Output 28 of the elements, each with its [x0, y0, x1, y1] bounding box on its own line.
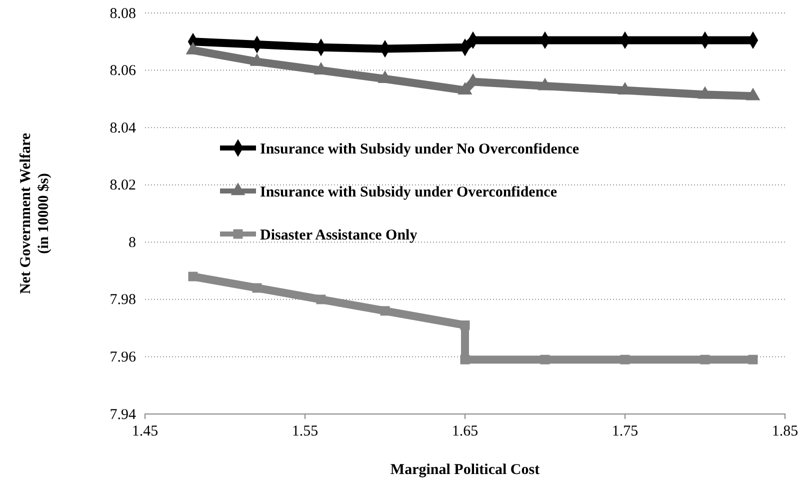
point: [188, 272, 198, 282]
point: [748, 354, 758, 364]
y-tick-label: 7.96: [110, 350, 136, 366]
y-tick-label: 7.98: [110, 292, 136, 308]
y-tick-label: 8.08: [110, 6, 136, 22]
point: [540, 354, 550, 364]
y-tick-label: 8.02: [110, 178, 136, 194]
legend-label: Disaster Assistance Only: [260, 227, 418, 244]
x-tick-label: 1.55: [292, 424, 318, 440]
y-tick-label: 8.06: [110, 63, 136, 80]
x-tick-label: 1.75: [612, 424, 638, 440]
x-tick-label: 1.45: [132, 424, 158, 440]
point: [316, 294, 326, 304]
point: [460, 320, 470, 330]
legend-label: Insurance with Subsidy under Overconfidence: [260, 184, 558, 200]
point: [620, 354, 630, 364]
point: [700, 354, 710, 364]
point: [460, 354, 470, 364]
point: [252, 283, 262, 293]
y-tick-label: 7.94: [110, 406, 136, 423]
x-tick-label: 1.85: [772, 424, 798, 440]
y-tick-label: 8.04: [110, 120, 136, 136]
y-tick-label: 8: [128, 234, 136, 251]
x-tick-label: 1.65: [452, 424, 478, 440]
x-axis-title: Marginal Political Cost: [390, 462, 540, 478]
y-axis-title: Net Government Welfare (in 10000 $s): [18, 132, 52, 294]
point: [380, 306, 390, 316]
legend-label: Insurance with Subsidy under No Overconfidence: [260, 141, 580, 158]
